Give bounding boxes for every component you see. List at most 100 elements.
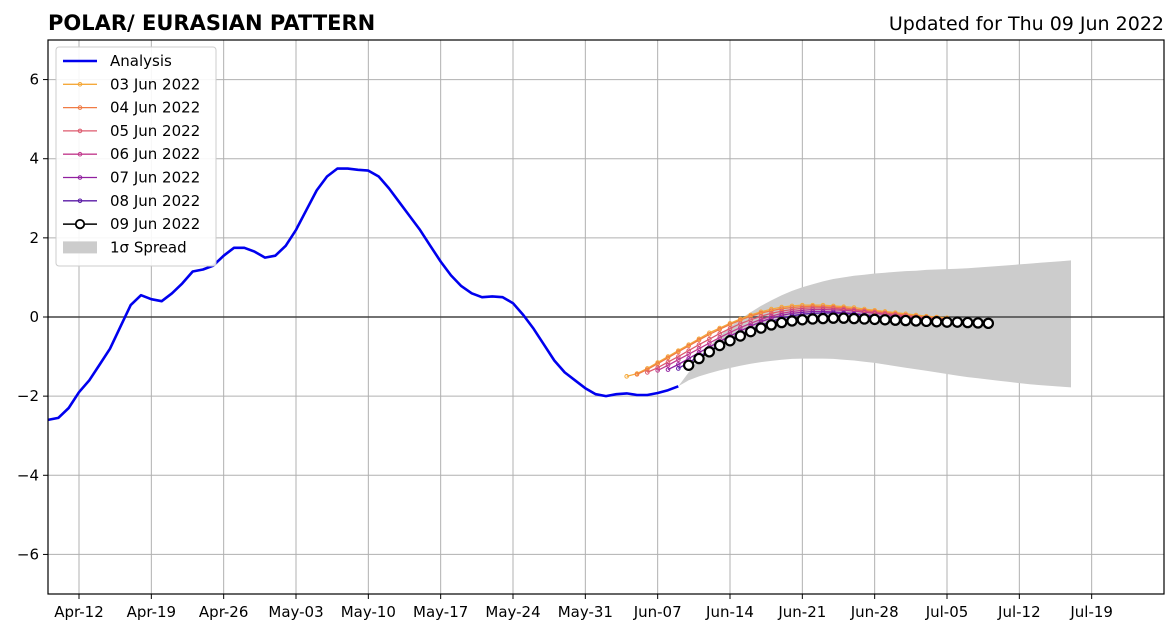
legend-label: 06 Jun 2022 xyxy=(110,145,200,163)
x-tick-label: Jun-21 xyxy=(777,603,826,621)
current-forecast-point xyxy=(961,316,974,329)
chart-title: POLAR/ EURASIAN PATTERN xyxy=(48,11,375,35)
forecast-point xyxy=(779,306,784,311)
current-forecast-point xyxy=(693,352,705,365)
legend-label: 08 Jun 2022 xyxy=(110,192,200,210)
forecast-point xyxy=(779,311,784,316)
forecast-point xyxy=(769,308,774,313)
y-tick-label: −4 xyxy=(17,466,39,484)
current-forecast-point xyxy=(806,313,819,325)
current-forecast-point xyxy=(817,312,829,325)
legend: Analysis 03 Jun 2022 04 Jun 2022 05 Jun 202… xyxy=(55,46,217,267)
x-tick-label: Jun-07 xyxy=(633,603,682,621)
legend-label: 09 Jun 2022 xyxy=(110,215,200,233)
x-axis: Apr-12 Apr-19 Apr-26 May-03 May-10 May-17 May-… xyxy=(54,594,1113,621)
current-forecast-point xyxy=(951,316,964,328)
x-tick-label: May-31 xyxy=(558,603,613,621)
x-tick-label: Apr-12 xyxy=(54,603,104,621)
x-tick-label: Jul-05 xyxy=(925,603,969,621)
current-forecast-point xyxy=(755,322,767,334)
forecast-point xyxy=(655,368,660,373)
forecast-point xyxy=(665,355,671,361)
current-forecast-point xyxy=(775,316,788,329)
legend-label: 03 Jun 2022 xyxy=(110,75,200,93)
legend-marker xyxy=(77,105,83,110)
x-tick-label: May-10 xyxy=(341,603,396,621)
legend-marker xyxy=(74,219,86,230)
forecast-point xyxy=(665,362,671,368)
current-forecast-point xyxy=(910,315,922,327)
current-forecast-point xyxy=(868,313,881,326)
forecast-point xyxy=(717,326,722,332)
current-forecast-point xyxy=(879,314,891,326)
current-forecast-point xyxy=(682,359,695,371)
legend-marker xyxy=(77,175,83,180)
legend-label: 05 Jun 2022 xyxy=(110,122,200,140)
current-forecast-point xyxy=(920,315,933,328)
forecast-point xyxy=(676,349,681,355)
legend-swatch xyxy=(63,241,97,254)
current-forecast-point xyxy=(744,325,757,338)
forecast-point xyxy=(676,366,681,371)
x-tick-label: Jun-14 xyxy=(705,603,754,621)
forecast-point xyxy=(820,302,826,308)
y-tick-label: 4 xyxy=(29,150,39,168)
y-tick-label: 6 xyxy=(29,71,39,89)
x-tick-label: Jul-19 xyxy=(1069,603,1113,621)
x-tick-label: Jun-28 xyxy=(850,603,899,621)
y-tick-label: −6 xyxy=(17,545,39,563)
current-forecast-point xyxy=(703,346,716,358)
current-forecast-point xyxy=(972,317,984,329)
legend-label: 04 Jun 2022 xyxy=(110,99,200,117)
current-forecast-point xyxy=(848,312,860,325)
forecast-point xyxy=(779,308,784,314)
forecast-point xyxy=(758,317,764,322)
forecast-point xyxy=(769,313,774,319)
forecast-point xyxy=(645,370,650,375)
forecast-point xyxy=(686,343,691,349)
y-tick-label: 0 xyxy=(29,308,39,326)
forecast-point xyxy=(810,309,815,314)
forecast-point xyxy=(686,351,691,357)
y-tick-label: 2 xyxy=(29,229,39,247)
y-tick-label: −2 xyxy=(17,387,39,405)
legend-label: 1σ Spread xyxy=(110,238,187,256)
x-tick-label: May-17 xyxy=(413,603,468,621)
forecast-point xyxy=(789,309,795,314)
forecast-point xyxy=(707,332,712,337)
legend-label: Analysis xyxy=(110,52,172,70)
current-forecast-point xyxy=(796,314,809,326)
forecast-point xyxy=(696,337,702,343)
forecast-point xyxy=(676,357,681,363)
forecast-point xyxy=(707,330,712,336)
current-forecast-point xyxy=(713,339,726,352)
x-tick-label: Apr-19 xyxy=(127,603,177,621)
legend-marker xyxy=(77,82,83,87)
current-forecast-point xyxy=(858,313,871,325)
analysis-line xyxy=(47,167,679,422)
forecast-point xyxy=(769,306,774,312)
x-tick-label: May-03 xyxy=(268,603,323,621)
series-markers xyxy=(624,302,995,379)
x-tick-label: Apr-26 xyxy=(199,603,249,621)
forecast-point xyxy=(655,365,660,370)
current-forecast-point xyxy=(899,314,912,327)
forecast-point xyxy=(624,374,629,379)
current-forecast-point xyxy=(765,319,778,331)
forecast-point xyxy=(634,372,640,377)
current-forecast-point xyxy=(889,314,902,326)
x-tick-label: Jul-12 xyxy=(997,603,1041,621)
legend-marker xyxy=(77,151,83,157)
current-forecast-point xyxy=(734,330,747,342)
legend-box xyxy=(55,46,217,267)
current-forecast-point xyxy=(941,316,953,328)
legend-marker xyxy=(77,128,83,134)
forecast-point xyxy=(789,311,795,316)
current-forecast-point xyxy=(827,312,840,324)
forecast-point xyxy=(665,367,671,372)
x-tick-label: May-24 xyxy=(485,603,540,621)
current-forecast-point xyxy=(724,335,736,347)
legend-label: 07 Jun 2022 xyxy=(110,169,200,187)
forecast-point xyxy=(800,309,805,315)
